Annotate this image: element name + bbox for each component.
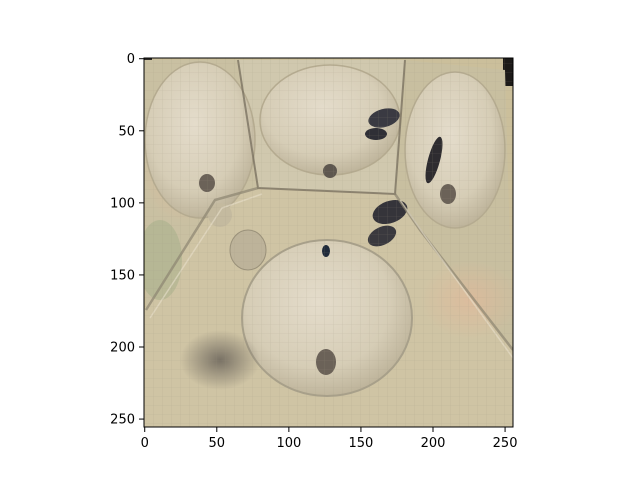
x-tick-label: 250 <box>493 436 518 451</box>
y-tick-label: 150 <box>110 268 135 283</box>
x-tick-label: 200 <box>421 436 446 451</box>
texture-overlay <box>144 58 513 427</box>
y-axis: 0 50 100 150 200 250 <box>110 52 144 428</box>
photo-content <box>144 58 513 427</box>
x-tick-label: 100 <box>276 436 301 451</box>
x-axis: 0 50 100 150 200 250 <box>141 427 518 451</box>
y-tick-label: 250 <box>110 413 135 428</box>
x-tick-label: 0 <box>141 436 149 451</box>
axes-frame <box>143 57 514 428</box>
y-tick-label: 100 <box>110 196 135 211</box>
x-tick-label: 50 <box>209 436 226 451</box>
y-tick-label: 50 <box>118 124 135 139</box>
x-tick-label: 150 <box>349 436 374 451</box>
y-tick-label: 0 <box>127 52 135 67</box>
y-tick-label: 200 <box>110 341 135 356</box>
